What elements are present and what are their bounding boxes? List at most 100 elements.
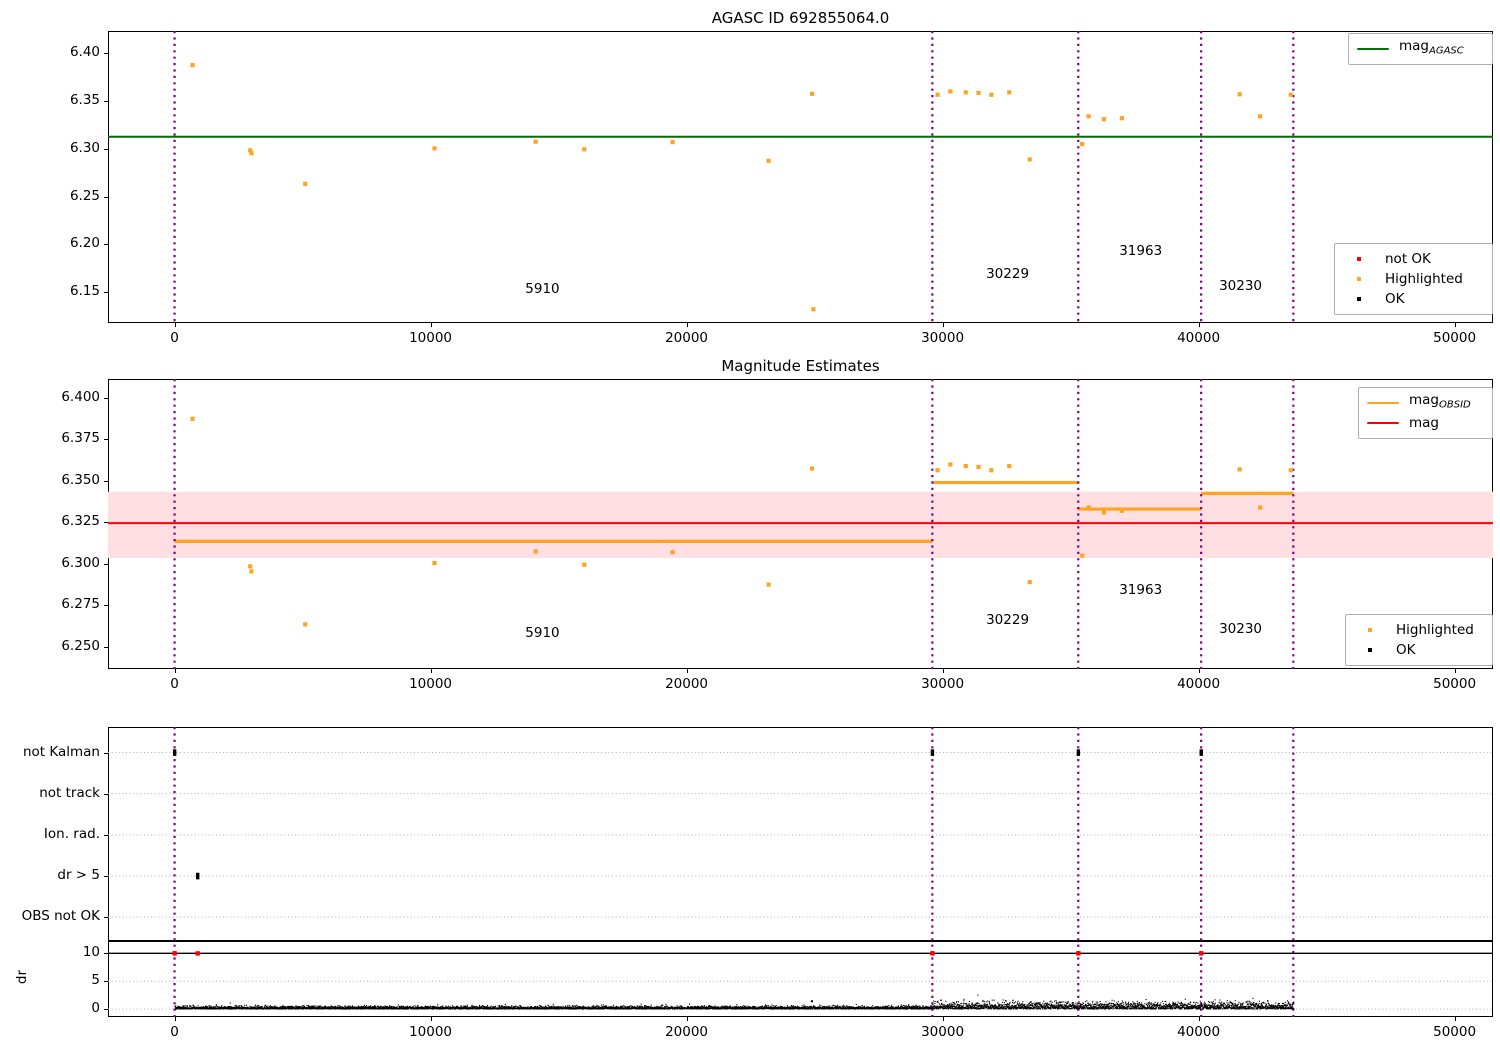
mid-ytick-mark: [104, 646, 108, 648]
top-ytick-label: 6.20: [69, 235, 100, 252]
legend-dot-swatch: [1353, 643, 1387, 657]
mid-xtick-label: 0: [170, 676, 179, 692]
legend-line-icon: [1357, 47, 1389, 51]
legend-dot-icon: [1368, 628, 1372, 632]
mid-xtick-label: 30000: [921, 676, 965, 692]
top-xtick-label: 30000: [921, 330, 965, 346]
mid-xtick-mark: [1198, 669, 1200, 673]
top-xtick-label: 0: [170, 330, 179, 346]
top-ytick-mark: [104, 53, 108, 55]
dr-ytick-label: 5: [91, 972, 100, 989]
mid-ytick-label: 6.275: [61, 596, 100, 613]
top-xtick-label: 10000: [409, 330, 453, 346]
mid-xtick-label: 10000: [409, 676, 453, 692]
obsid-label-31963: 31963: [1119, 243, 1163, 260]
mid-xtick-mark: [174, 669, 176, 673]
legend-item-label: OK: [1385, 291, 1405, 307]
mid-xtick-mark: [686, 669, 688, 673]
top-xtick-mark: [430, 323, 432, 327]
legend-dot-swatch: [1342, 272, 1376, 286]
mid-ytick-label: 6.325: [61, 513, 100, 530]
legend-mag-agasc[interactable]: magAGASC: [1348, 33, 1493, 65]
bot-xtick-label: 10000: [409, 1024, 453, 1040]
legend-dot-swatch: [1342, 252, 1376, 266]
bot-xtick-mark: [430, 1017, 432, 1021]
obsid-label-mid-5910: 5910: [525, 625, 560, 642]
bot-xtick-mark: [174, 1017, 176, 1021]
mid-xtick-mark: [942, 669, 944, 673]
mid-xtick-label: 20000: [665, 676, 709, 692]
obsid-label-30229: 30229: [986, 266, 1030, 283]
obsid-label-mid-30230: 30230: [1219, 621, 1263, 638]
legend-line-swatch: [1366, 396, 1400, 410]
mid-ytick-label: 6.400: [61, 389, 100, 406]
mid-xtick-mark: [430, 669, 432, 673]
legend-item[interactable]: magOBSID: [1366, 393, 1483, 413]
top-plot-canvas: [108, 31, 1493, 323]
flag-ytick-label: dr > 5: [57, 866, 100, 883]
legend-item[interactable]: Highlighted: [1342, 269, 1483, 289]
mid-ytick-mark: [104, 563, 108, 565]
legend-line-icon: [1367, 401, 1399, 405]
legend-item[interactable]: mag: [1366, 413, 1483, 433]
obsid-label-30230: 30230: [1219, 277, 1263, 294]
top-ytick-label: 6.40: [69, 44, 100, 61]
flag-ytick-mark: [104, 793, 108, 795]
legend-line-swatch: [1356, 42, 1390, 56]
legend-item-label: magAGASC: [1399, 38, 1464, 57]
flag-ytick-label: Ion. rad.: [43, 825, 100, 842]
top-xtick-label: 20000: [665, 330, 709, 346]
mid-ytick-mark: [104, 439, 108, 441]
legend-item[interactable]: OK: [1353, 640, 1483, 660]
mid-xtick-label: 50000: [1433, 676, 1477, 692]
middle-panel-title: Magnitude Estimates: [721, 357, 880, 375]
legend-item-label: OK: [1396, 642, 1416, 658]
top-ytick-mark: [104, 100, 108, 102]
bot-xtick-label: 0: [170, 1024, 179, 1040]
legend-dot-swatch: [1342, 292, 1376, 306]
top-xtick-mark: [686, 323, 688, 327]
mid-xtick-label: 40000: [1177, 676, 1221, 692]
top-ytick-mark: [104, 148, 108, 150]
middle-plot-canvas: [108, 379, 1493, 669]
mid-ytick-mark: [104, 398, 108, 400]
bot-xtick-mark: [1454, 1017, 1456, 1021]
bot-xtick-mark: [942, 1017, 944, 1021]
legend-dot-icon: [1357, 257, 1361, 261]
bot-xtick-label: 50000: [1433, 1024, 1477, 1040]
mid-ytick-label: 6.375: [61, 430, 100, 447]
bot-xtick-label: 20000: [665, 1024, 709, 1040]
legend-mag-lines[interactable]: magOBSID mag: [1358, 387, 1493, 439]
legend-point-status-middle[interactable]: Highlighted OK: [1345, 614, 1493, 666]
legend-item[interactable]: OK: [1342, 289, 1483, 309]
top-ytick-label: 6.35: [69, 91, 100, 108]
flag-ytick-mark: [104, 875, 108, 877]
legend-point-status-top[interactable]: not OK Highlighted OK: [1334, 243, 1493, 315]
legend-dot-icon: [1368, 648, 1372, 652]
legend-item-label: not OK: [1385, 251, 1431, 267]
top-xtick-mark: [1454, 323, 1456, 327]
top-xtick-mark: [174, 323, 176, 327]
top-xtick-label: 40000: [1177, 330, 1221, 346]
legend-dot-icon: [1357, 297, 1361, 301]
obsid-label-mid-30229: 30229: [986, 611, 1030, 628]
legend-item[interactable]: Highlighted: [1353, 620, 1483, 640]
flag-ytick-label: OBS not OK: [21, 908, 100, 925]
legend-item[interactable]: magAGASC: [1356, 39, 1483, 59]
top-ytick-mark: [104, 244, 108, 246]
top-ytick-mark: [104, 196, 108, 198]
flag-ytick-mark: [104, 834, 108, 836]
flag-ytick-label: not track: [39, 784, 100, 801]
flag-ytick-mark: [104, 917, 108, 919]
obsid-label-mid-31963: 31963: [1119, 582, 1163, 599]
top-ytick-mark: [104, 292, 108, 294]
page-title: AGASC ID 692855064.0: [711, 9, 890, 27]
mid-ytick-label: 6.250: [61, 637, 100, 654]
legend-line-swatch: [1366, 416, 1400, 430]
legend-item-label: Highlighted: [1396, 622, 1474, 638]
bot-xtick-mark: [1198, 1017, 1200, 1021]
legend-dot-swatch: [1353, 623, 1387, 637]
bot-xtick-mark: [686, 1017, 688, 1021]
legend-item[interactable]: not OK: [1342, 249, 1483, 269]
